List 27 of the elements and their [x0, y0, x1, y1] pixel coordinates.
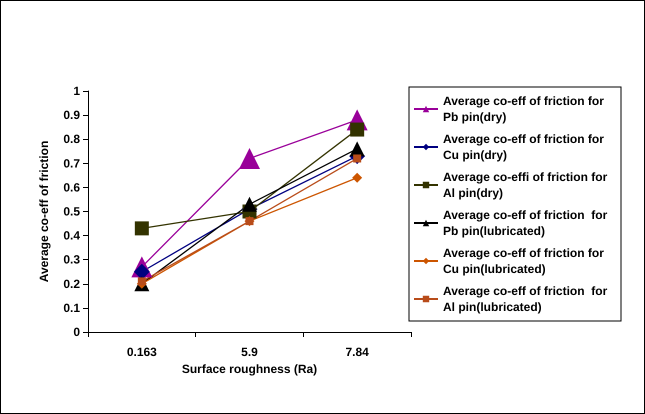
- legend-label: Average co-effi of friction for Al pin(dry): [443, 170, 611, 200]
- y-tick-label: 0.5: [63, 204, 80, 218]
- x-tick-label: 7.84: [345, 345, 370, 359]
- x-tick-label: 5.9: [241, 345, 258, 359]
- y-tick-label: 0.6: [63, 180, 80, 194]
- legend-label: Average co-eff of friction for Cu pin(lubricated): [443, 246, 608, 276]
- y-tick-label: 0.8: [63, 132, 80, 146]
- point: [350, 122, 364, 137]
- y-tick-label: 0: [73, 325, 80, 339]
- legend-label: Average co-eff of friction for Cu pin(dry): [443, 132, 608, 162]
- point: [239, 148, 260, 169]
- y-tick-label: 0.2: [63, 276, 80, 291]
- y-tick-label: 0.1: [63, 300, 80, 315]
- y-axis-title: Average co-eff of friction: [37, 140, 51, 282]
- x-tick-label: 0.163: [126, 345, 158, 359]
- point: [352, 172, 362, 183]
- y-tick-label: 0.7: [63, 156, 80, 170]
- legend-label: Average co-eff of friction for Pb pin(dry): [443, 94, 608, 124]
- y-tick-label: 0.9: [63, 108, 80, 122]
- x-axis-title: Surface roughness (Ra): [182, 362, 318, 376]
- point: [242, 196, 257, 212]
- y-tick-label: 1: [73, 84, 80, 98]
- y-tick-label: 0.4: [63, 228, 80, 243]
- y-tick-label: 0.3: [63, 252, 80, 267]
- legend-label: Average co-eff of friction for Al pin(lubricated): [443, 284, 611, 314]
- legend-label: Average co-eff of friction for Pb pin(lubricated): [443, 208, 611, 238]
- point: [134, 221, 149, 236]
